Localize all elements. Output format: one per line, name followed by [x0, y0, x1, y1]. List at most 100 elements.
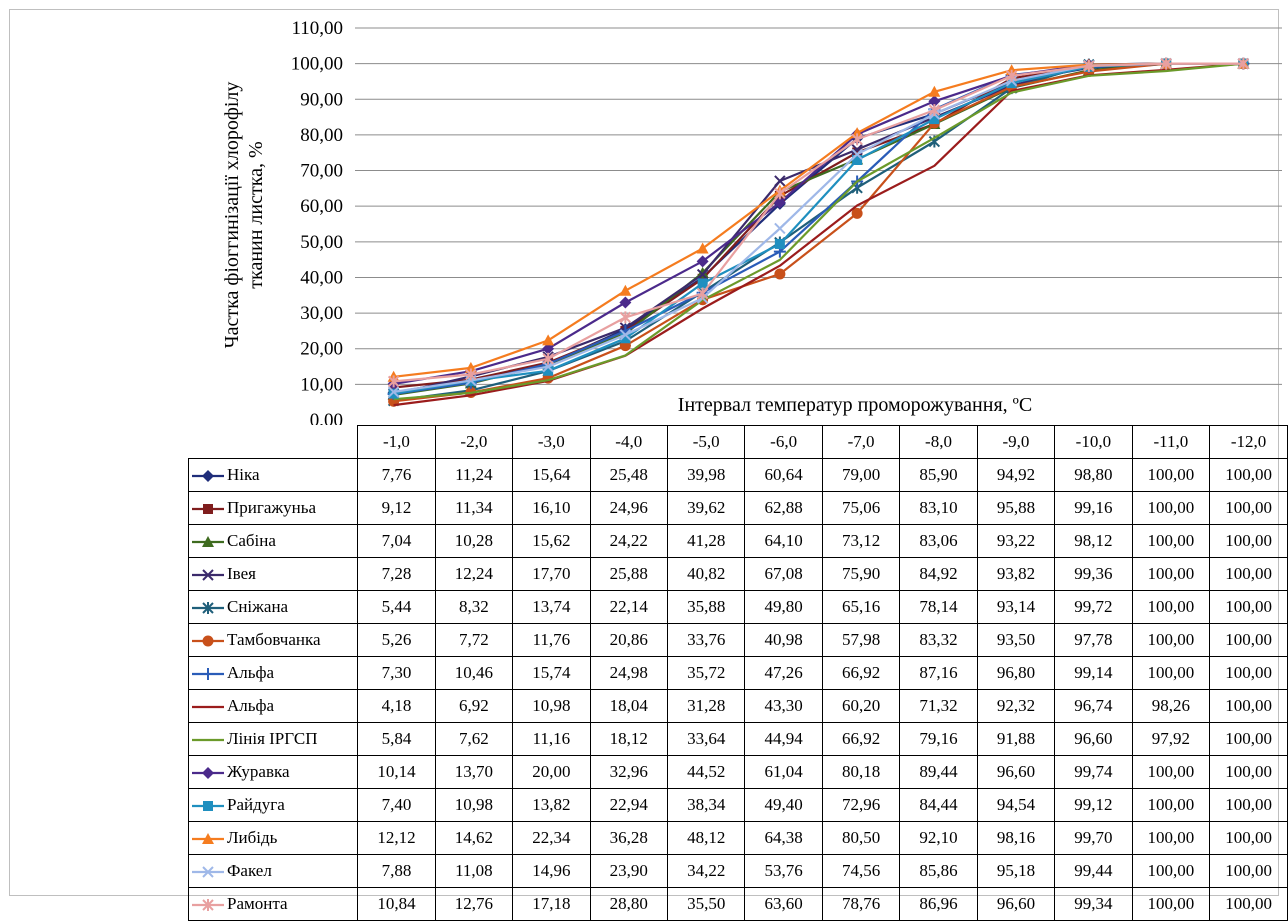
table-cell: 49,40	[744, 788, 823, 822]
table-cell: 18,12	[589, 722, 668, 756]
table-row: Райдуга 7,40 10,98 13,82 22,94 38,34 49,40 72,9…	[187, 788, 1288, 822]
y-tick-label: 110,00	[291, 18, 343, 39]
legend-entry: Лінія ІРГСП	[187, 722, 359, 756]
table-cell: 8,32	[434, 590, 514, 624]
table-cell: 4,18	[357, 689, 436, 723]
legend-entry: Пригажуньа	[187, 491, 359, 525]
table-cell: 85,86	[899, 854, 978, 888]
table-cell: 80,50	[821, 821, 901, 855]
series-line	[393, 62, 1244, 396]
data-point	[928, 85, 941, 97]
y-tick-label: 20,00	[300, 339, 343, 360]
table-cell: 10,46	[434, 656, 514, 690]
legend-entry: Журавка	[187, 755, 359, 789]
series-name: Тамбовчанка	[227, 630, 321, 650]
series-line	[393, 62, 1244, 383]
table-cell: 78,76	[821, 887, 901, 921]
y-tick-label: 30,00	[300, 303, 343, 324]
table-cell: 20,86	[589, 623, 668, 657]
table-cell: 23,90	[589, 854, 668, 888]
table-cell: 57,98	[821, 623, 901, 657]
table-cell: 13,82	[512, 788, 591, 822]
table-cell: 12,12	[357, 821, 436, 855]
series-name: Пригажуньа	[227, 498, 317, 518]
table-cell: 10,84	[357, 887, 436, 921]
table-cell: 95,18	[976, 854, 1056, 888]
series-10	[388, 58, 1249, 399]
data-table: -1,0 -2,0 -3,0 -4,0 -5,0 -6,0 -7,0 -8,0 -9,0 -10,…	[187, 425, 1288, 921]
table-cell: 100,00	[1131, 854, 1211, 888]
legend-entry: Альфа	[187, 689, 359, 723]
legend-key	[192, 503, 224, 514]
table-cell: 66,92	[821, 656, 901, 690]
series-8	[393, 62, 1244, 401]
table-cell: 100,00	[1209, 524, 1288, 558]
table-cell: 91,88	[976, 722, 1056, 756]
table-cell: 72,96	[821, 788, 901, 822]
table-cell: 100,00	[1209, 590, 1288, 624]
table-cell: 33,76	[666, 623, 746, 657]
x-tick-label: -3,0	[512, 425, 591, 459]
table-row: Альфа 4,18 6,92 10,98 18,04 31,28 43,30 60,20 71…	[187, 689, 1288, 723]
data-point	[619, 284, 632, 296]
table-cell: 41,28	[666, 524, 746, 558]
x-tick-label: -2,0	[434, 425, 514, 459]
table-cell: 85,90	[899, 458, 978, 492]
table-cell: 96,74	[1054, 689, 1133, 723]
table-cell: 65,16	[821, 590, 901, 624]
table-cell: 49,80	[744, 590, 823, 624]
table-cell: 96,80	[976, 656, 1056, 690]
data-point	[1006, 78, 1017, 89]
table-cell: 24,96	[589, 491, 668, 525]
legend-marker	[202, 469, 214, 482]
table-cell: 100,00	[1209, 491, 1288, 525]
data-point	[1083, 59, 1095, 72]
table-cell: 7,76	[357, 458, 436, 492]
series-line	[393, 62, 1244, 393]
table-cell: 13,74	[512, 590, 591, 624]
data-point	[620, 333, 631, 344]
table-cell: 89,44	[899, 755, 978, 789]
series-name: Журавка	[227, 762, 290, 782]
table-cell: 6,92	[434, 689, 514, 723]
table-cell: 5,26	[357, 623, 436, 657]
data-point	[696, 242, 709, 254]
table-cell: 92,32	[976, 689, 1056, 723]
data-point	[852, 154, 863, 165]
table-cell: 17,70	[512, 557, 591, 591]
series-name: Альфа	[227, 696, 275, 716]
table-cell: 12,24	[434, 557, 514, 591]
legend-key	[192, 635, 224, 647]
legend-marker	[202, 535, 214, 547]
table-cell: 100,00	[1131, 887, 1211, 921]
table-cell: 39,98	[666, 458, 746, 492]
table-cell: 84,44	[899, 788, 978, 822]
data-point	[851, 133, 863, 146]
series-name: Сабіна	[227, 531, 276, 551]
legend-key	[192, 738, 224, 741]
data-point	[929, 114, 940, 125]
legend-key	[192, 568, 224, 581]
series-line	[393, 62, 1244, 389]
table-cell: 99,14	[1054, 656, 1133, 690]
data-point	[387, 375, 400, 388]
data-point	[388, 388, 399, 399]
table-cell: 100,00	[1209, 854, 1288, 888]
series-name: Сніжана	[227, 597, 289, 617]
table-cell: 99,70	[1054, 821, 1133, 855]
table-cell: 100,00	[1209, 788, 1288, 822]
series-1	[388, 58, 1249, 393]
series-3	[387, 57, 1250, 400]
table-cell: 94,54	[976, 788, 1056, 822]
table-cell: 5,84	[357, 722, 436, 756]
table-cell: 60,64	[744, 458, 823, 492]
legend-entry: Сніжана	[187, 590, 359, 624]
data-point	[542, 334, 555, 346]
data-point	[619, 329, 632, 341]
table-cell: 99,72	[1054, 590, 1133, 624]
table-cell: 22,94	[589, 788, 668, 822]
legend-key	[192, 535, 224, 547]
table-cell: 99,36	[1054, 557, 1133, 591]
x-tick-label: -12,0	[1209, 425, 1288, 459]
table-cell: 66,92	[821, 722, 901, 756]
